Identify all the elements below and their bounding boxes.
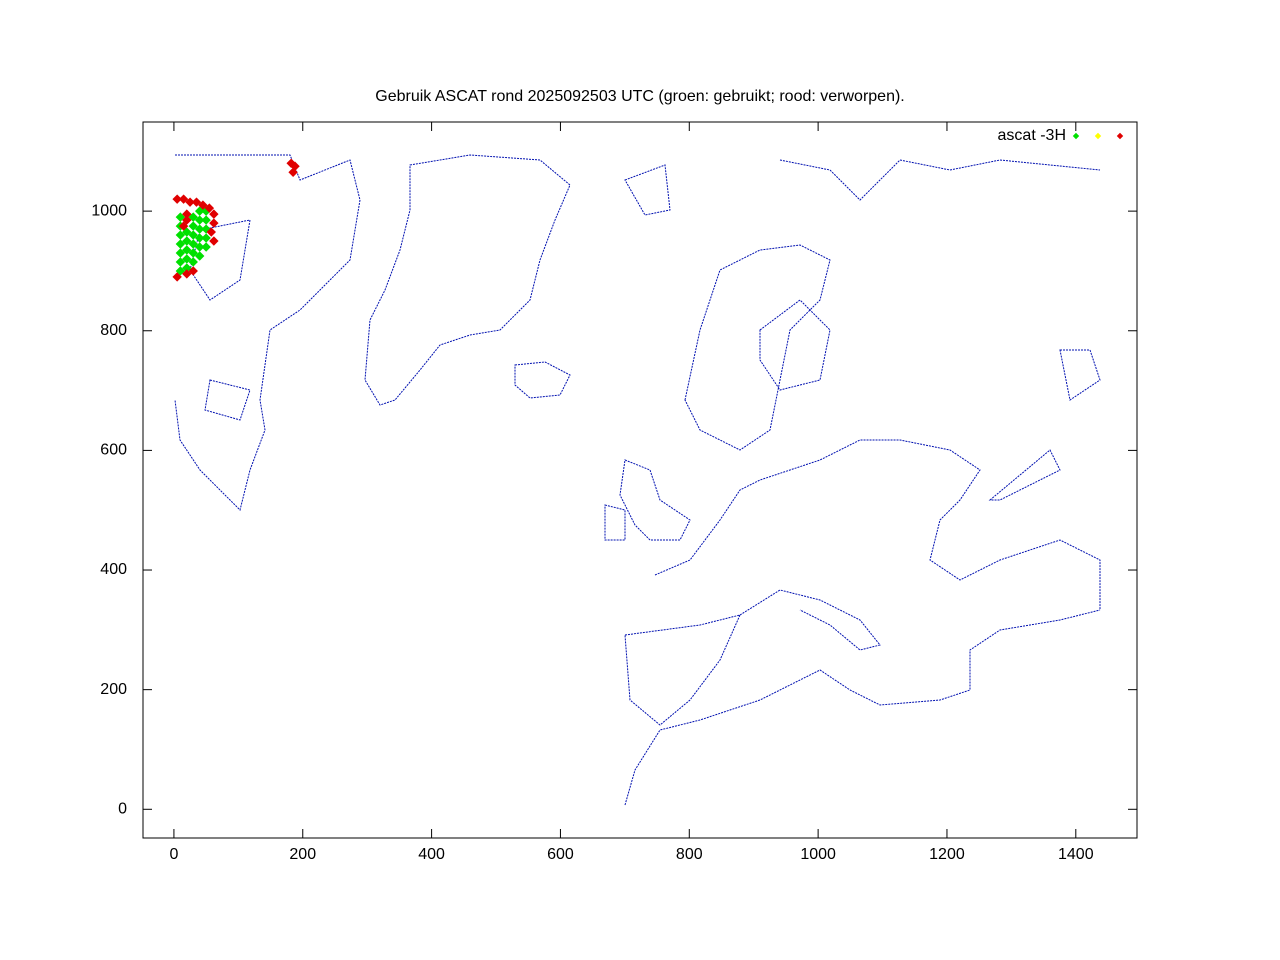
point	[198, 200, 208, 210]
coastlines	[174, 154, 1101, 806]
coastline	[624, 164, 671, 216]
point	[209, 209, 219, 219]
point	[178, 221, 189, 231]
point	[182, 269, 192, 279]
x-tick-label: 800	[676, 846, 703, 863]
point	[194, 206, 205, 216]
x-tick-label: 1000	[800, 846, 836, 863]
point	[194, 233, 205, 243]
point	[175, 266, 186, 276]
x-tick-label: 1200	[929, 846, 965, 863]
point	[188, 248, 198, 258]
coastline	[988, 349, 1101, 501]
point	[178, 194, 189, 204]
point	[191, 197, 202, 207]
coastline	[684, 244, 831, 451]
point	[194, 224, 205, 234]
x-tick-label: 1400	[1058, 846, 1094, 863]
point	[175, 212, 186, 222]
point	[172, 272, 182, 282]
point	[188, 257, 198, 267]
point	[201, 242, 211, 252]
legend-marker	[1094, 132, 1102, 140]
point	[194, 215, 205, 225]
point	[175, 239, 186, 249]
y-tick-label: 600	[100, 442, 127, 459]
point	[194, 242, 205, 252]
coastline	[779, 159, 1101, 201]
point	[188, 239, 198, 249]
coastline	[174, 154, 361, 511]
point	[201, 224, 211, 234]
coastline	[654, 439, 1101, 610]
point	[206, 227, 216, 237]
point	[182, 245, 192, 255]
y-tick-label: 400	[100, 561, 127, 578]
plot-frame	[142, 121, 1138, 839]
point	[175, 248, 186, 258]
x-tick-label: 200	[289, 846, 316, 863]
point	[286, 158, 296, 168]
point	[201, 233, 211, 243]
coastline	[364, 154, 571, 406]
legend-marker	[1072, 132, 1080, 140]
x-tick-label: 0	[169, 846, 178, 863]
coastline	[739, 589, 881, 651]
point	[182, 254, 192, 264]
point	[188, 230, 198, 240]
point	[209, 236, 219, 246]
point	[185, 197, 195, 207]
point	[182, 227, 192, 237]
point	[194, 251, 205, 261]
point	[182, 236, 192, 246]
coastline	[604, 459, 691, 541]
point	[188, 212, 198, 222]
chart-title: Gebruik ASCAT rond 2025092503 UTC (groen…	[375, 88, 904, 105]
point	[204, 203, 215, 213]
point	[172, 194, 182, 204]
y-tick-label: 1000	[91, 202, 127, 219]
y-tick-label: 800	[100, 322, 127, 339]
y-tick-label: 200	[100, 681, 127, 698]
point	[188, 221, 198, 231]
coastline	[759, 299, 831, 391]
point	[188, 266, 198, 276]
point	[175, 257, 186, 267]
point	[182, 215, 192, 225]
point	[175, 230, 186, 240]
coastline	[514, 361, 571, 399]
legend-marker	[1116, 132, 1124, 140]
point	[288, 167, 298, 177]
x-tick-label: 600	[547, 846, 574, 863]
y-tick-label: 0	[118, 801, 127, 818]
coastline	[624, 609, 1101, 806]
legend-label: ascat -3H	[998, 127, 1066, 144]
point	[209, 218, 219, 228]
coastline	[624, 614, 741, 726]
point	[201, 215, 211, 225]
x-tick-label: 400	[418, 846, 445, 863]
